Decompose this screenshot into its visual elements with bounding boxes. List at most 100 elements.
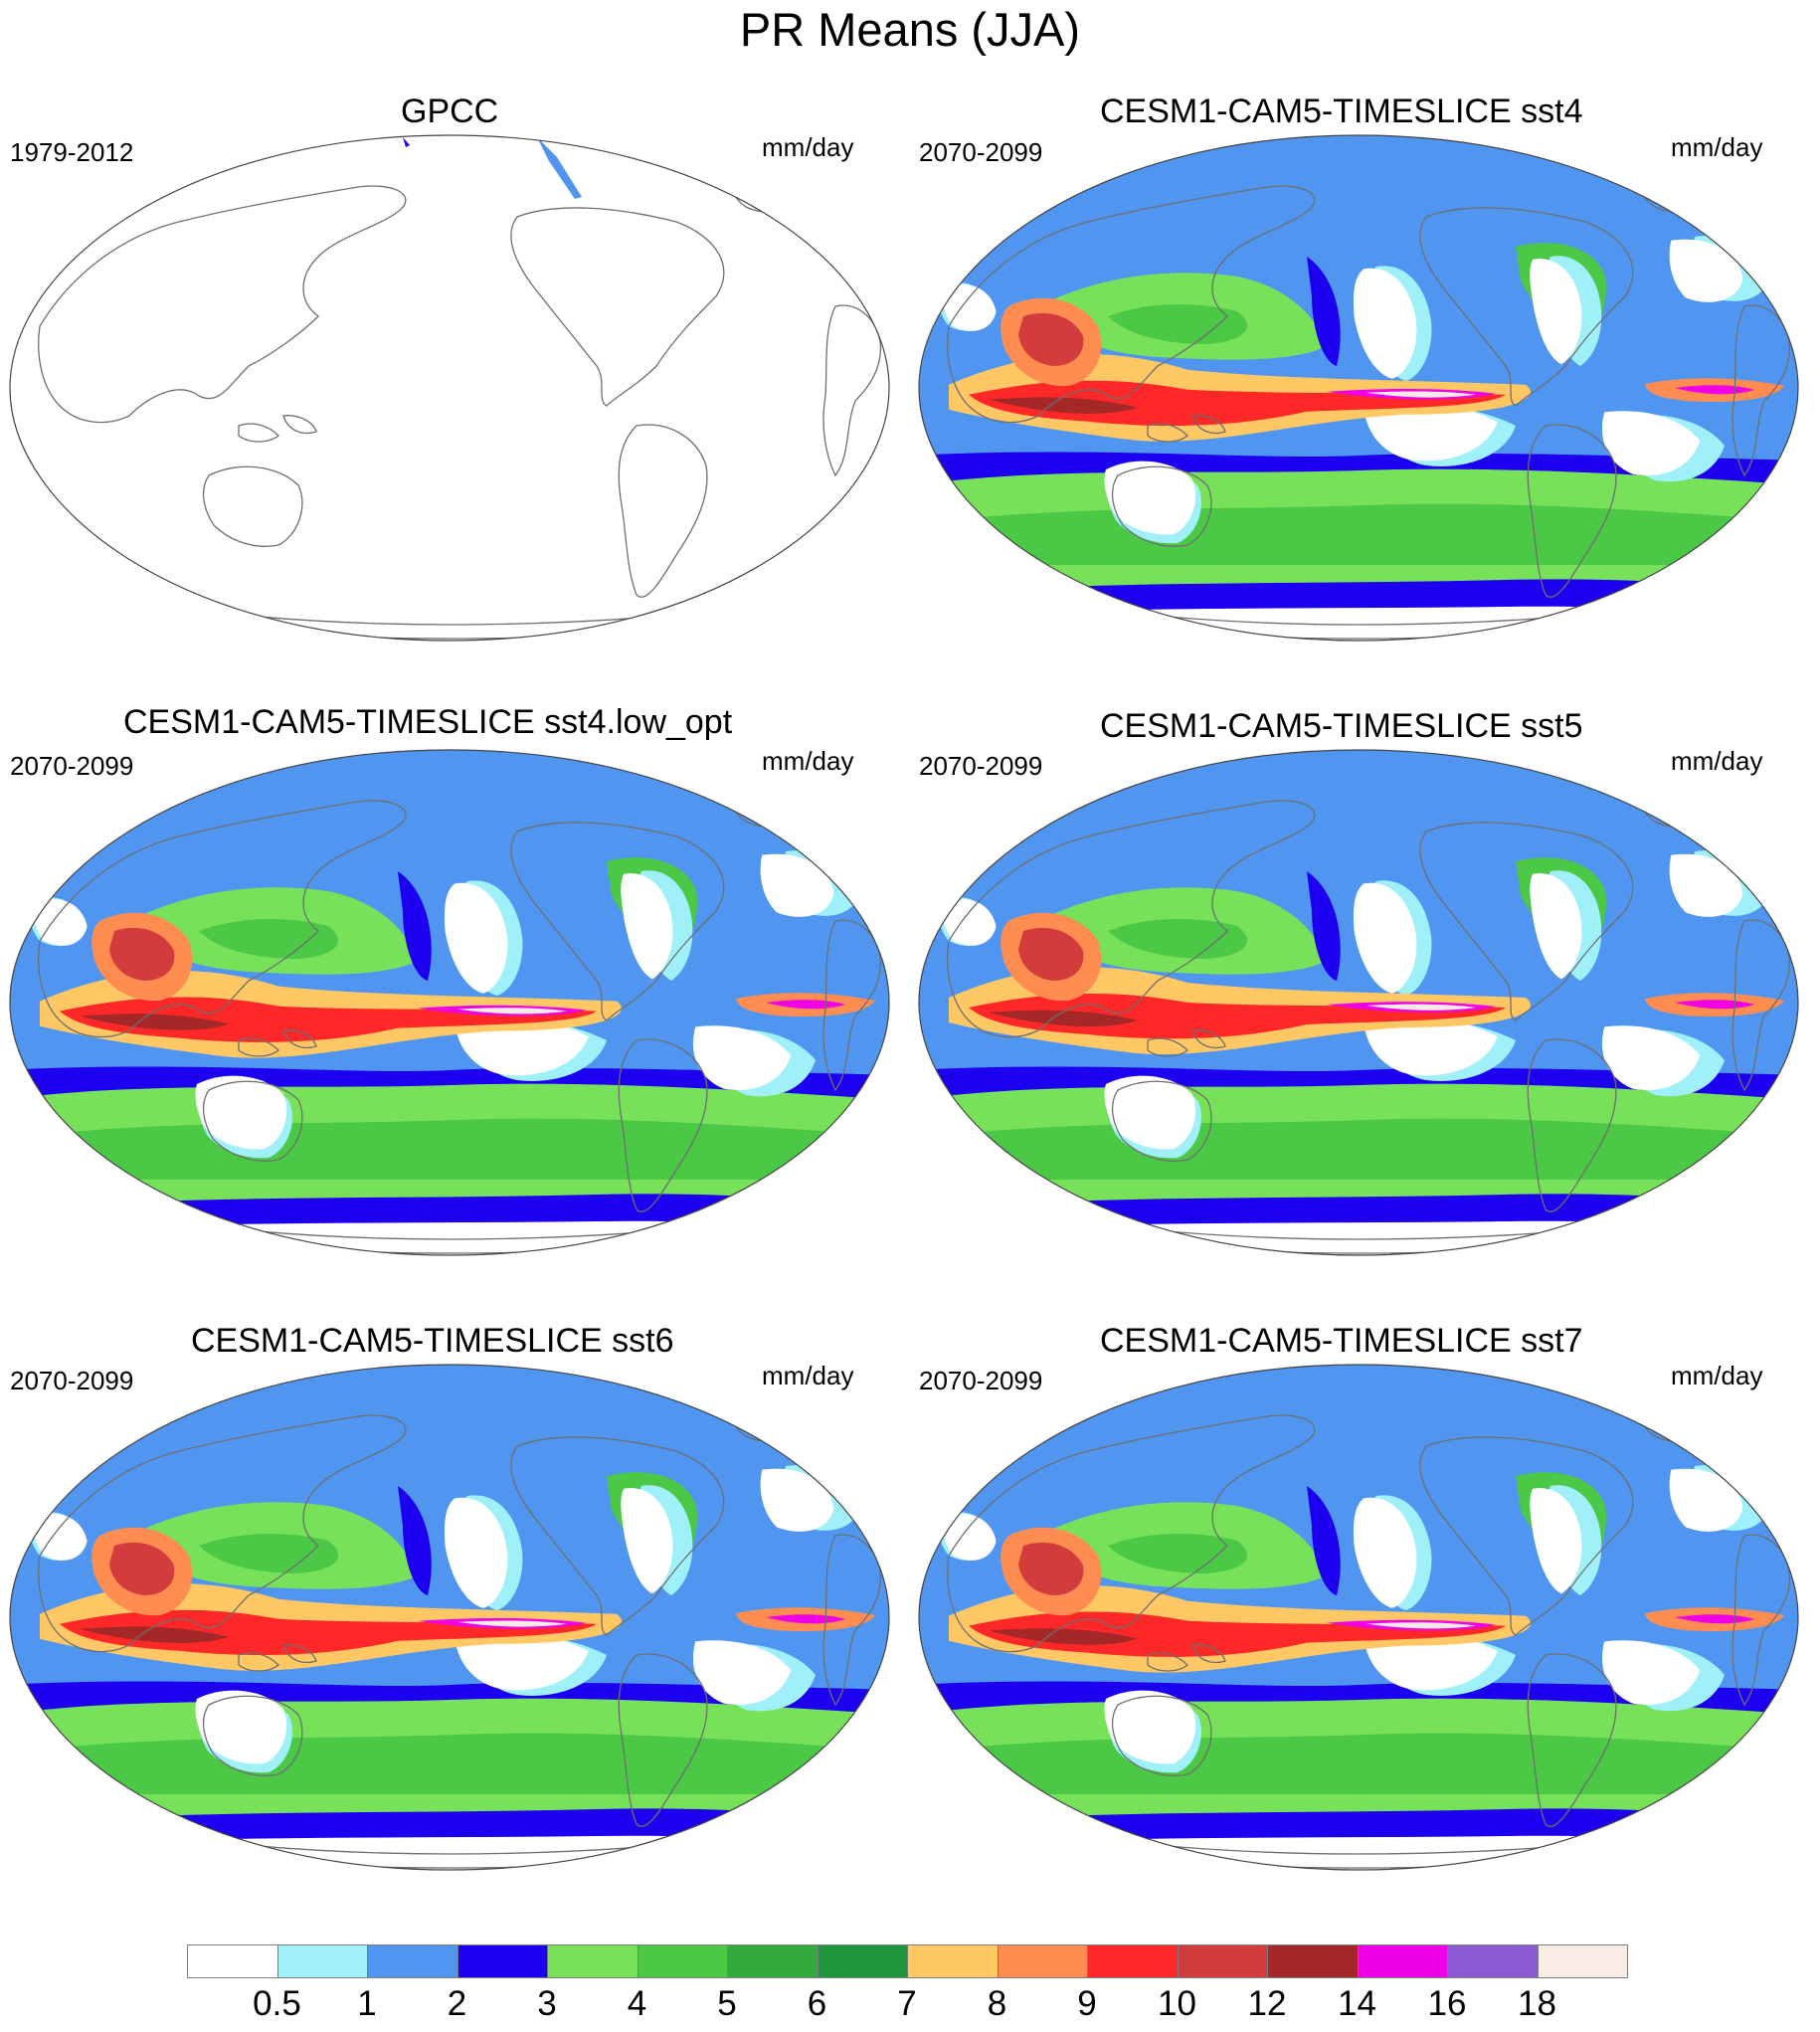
- field-npac-blue: [398, 1486, 432, 1595]
- field-band-s: [919, 1681, 1798, 1715]
- field-npac-green-core: [1108, 1534, 1247, 1573]
- field-dry-white: [1364, 1016, 1498, 1076]
- map-gpcc: [9, 134, 890, 642]
- colorbar-box: [547, 1944, 638, 1978]
- field-itcz-max: [457, 1620, 567, 1627]
- field-itcz-red: [60, 997, 597, 1042]
- field-itcz-darkred: [989, 1010, 1138, 1027]
- field-arctic: [1058, 750, 1665, 802]
- colorbar-label: 14: [1338, 1984, 1376, 2023]
- colorbar-label: 2: [447, 1984, 467, 2023]
- map-border: [918, 134, 1799, 642]
- field-dry-white: [621, 1488, 673, 1594]
- coastline: [282, 1029, 317, 1049]
- colorbar-label: 10: [1158, 1984, 1196, 2023]
- field-dry-white: [1104, 1075, 1196, 1150]
- field-itcz-darkred: [989, 397, 1138, 414]
- coastline: [1191, 1029, 1226, 1049]
- map-border: [918, 749, 1799, 1256]
- colorbar-label: 5: [717, 1984, 737, 2023]
- field-dry-white: [1530, 259, 1582, 365]
- coastline: [1527, 424, 1617, 598]
- coastline: [202, 1695, 303, 1776]
- map-sst5: [918, 749, 1799, 1256]
- field-dry-white: [444, 882, 508, 994]
- colorbar-box: [276, 1944, 368, 1978]
- map-border: [9, 749, 890, 1256]
- field-npac-green-core: [1108, 304, 1247, 344]
- field-dry-white: [1353, 882, 1417, 994]
- field-dry-white: [1353, 268, 1417, 379]
- field-monsoon-red: [1018, 927, 1084, 981]
- field-itcz-max: [1366, 1004, 1476, 1011]
- colorbar-box: [727, 1944, 819, 1978]
- field-dry-white: [1601, 1025, 1701, 1090]
- field-speck: [403, 137, 410, 147]
- coastline: [1419, 822, 1634, 1021]
- colorbar: [187, 1944, 1628, 1978]
- coastline: [1111, 465, 1212, 547]
- field-dry-white: [942, 898, 997, 946]
- coastline: [510, 1436, 725, 1636]
- field-dry-white: [1364, 401, 1498, 462]
- field-dry-white: [1104, 1690, 1196, 1764]
- panel-units-sst4: mm/day: [1671, 132, 1763, 162]
- field-dry-white: [1353, 1497, 1417, 1608]
- field-band-s: [10, 1066, 889, 1100]
- field-dry-white: [942, 283, 997, 331]
- field-dry-white: [1530, 1488, 1582, 1594]
- panel-period-sst4: 2070-2099: [919, 137, 1043, 167]
- panel-period-sst5: 2070-2099: [919, 751, 1043, 781]
- field-itcz-darkred: [989, 1628, 1138, 1645]
- colorbar-box: [1267, 1944, 1359, 1978]
- panel-title-sst5: CESM1-CAM5-TIMESLICE sst5: [1100, 707, 1583, 745]
- coastline: [38, 1414, 407, 1653]
- map-sst4: [918, 134, 1799, 642]
- field-itcz-darkred: [80, 1014, 229, 1030]
- coastline: [1527, 1038, 1617, 1212]
- field-monsoon-red: [109, 927, 175, 981]
- panel-units-sst7: mm/day: [1671, 1361, 1763, 1390]
- field-dry-white: [1601, 1640, 1701, 1705]
- field-dry-white: [1530, 873, 1582, 980]
- colorbar-label: 8: [987, 1984, 1007, 2023]
- coastline: [202, 1080, 303, 1162]
- figure-title: PR Means (JJA): [739, 3, 1081, 56]
- field-dry-white: [692, 1025, 792, 1090]
- field-dry-white: [621, 873, 673, 980]
- panel-period-sst4-low-opt: 2070-2099: [10, 751, 134, 781]
- colorbar-box: [1447, 1944, 1539, 1978]
- colorbar-label: 1: [357, 1984, 377, 2023]
- coastline: [238, 1652, 279, 1672]
- coastline: [1419, 207, 1634, 407]
- coastline: [1147, 1037, 1188, 1057]
- coastline: [618, 1038, 708, 1212]
- field-monsoon-red: [1018, 312, 1084, 366]
- field-band-s: [919, 452, 1798, 485]
- coastline: [1191, 415, 1226, 435]
- colorbar-label: 12: [1247, 1984, 1287, 2023]
- colorbar-box: [456, 1944, 548, 1978]
- map-border: [918, 1364, 1799, 1871]
- map-sst7: [918, 1364, 1799, 1871]
- field-dry-white: [444, 1497, 508, 1608]
- coastline: [618, 424, 708, 598]
- map-sst6: [9, 1364, 890, 1871]
- coastline: [1147, 1652, 1188, 1672]
- field-southern-green-core: [949, 1118, 1784, 1180]
- field-itcz-max: [1366, 1622, 1476, 1629]
- field-monsoon-red: [1018, 1542, 1084, 1595]
- field-dry-white: [33, 1513, 88, 1561]
- panel-title-sst6: CESM1-CAM5-TIMESLICE sst6: [191, 1322, 674, 1360]
- coastline: [282, 415, 317, 435]
- field-dry-white: [760, 1468, 834, 1532]
- field-southern-green-core: [949, 503, 1784, 565]
- field-dry-white: [692, 1640, 792, 1705]
- coastline: [1191, 1644, 1226, 1664]
- field-itcz-max: [1366, 391, 1476, 398]
- panel-title-gpcc: GPCC: [401, 92, 499, 130]
- coastline: [238, 423, 279, 443]
- panel-period-sst7: 2070-2099: [919, 1366, 1043, 1395]
- field-speck: [537, 137, 582, 199]
- panel-units-sst5: mm/day: [1671, 746, 1763, 776]
